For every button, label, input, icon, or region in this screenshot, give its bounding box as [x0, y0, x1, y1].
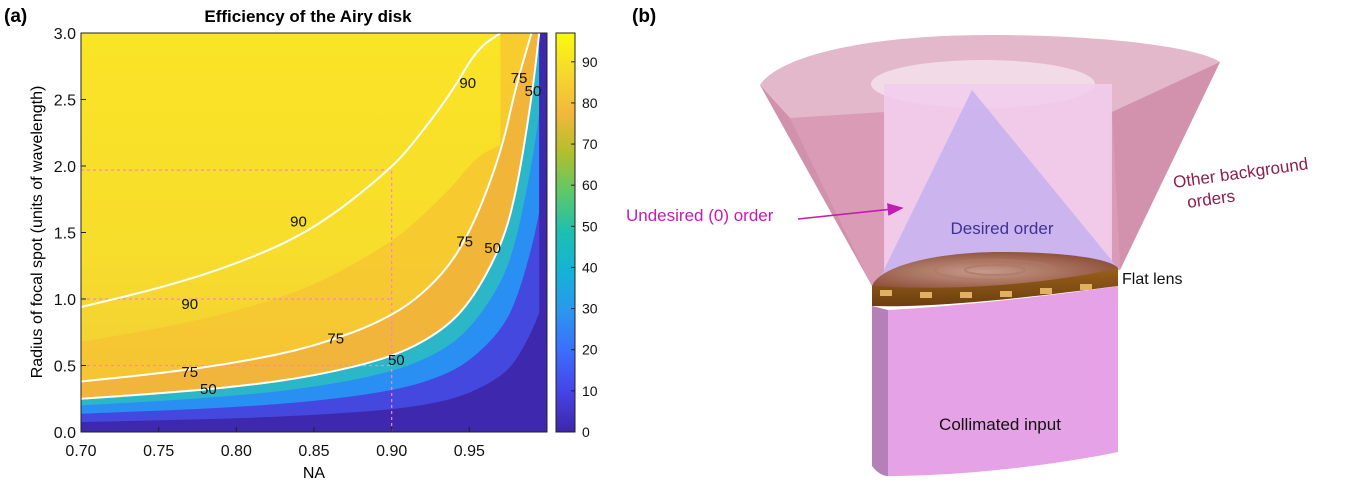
background-orders-cone-right: [1112, 62, 1220, 270]
y-axis-label: Radius of focal spot (units of wavelengt…: [29, 86, 46, 379]
x-tick-label: 0.75: [143, 443, 174, 460]
collimated-input-beam-side: [872, 306, 888, 476]
contour-line-75: [81, 33, 533, 383]
undesired-order-label: Undesired (0) order: [626, 206, 774, 225]
contour-label: 50: [484, 240, 501, 257]
contour-label: 75: [456, 233, 473, 250]
contour-label: 90: [459, 75, 476, 92]
contour-label: 90: [290, 214, 307, 231]
background-orders-label-line2: orders: [1186, 186, 1236, 212]
undesired-order-arrow: [797, 203, 904, 220]
colorbar-tick-label: 20: [582, 342, 598, 358]
heatmap-band-floor: [81, 33, 547, 432]
desired-order-label: Desired order: [951, 219, 1054, 238]
background-orders-cone-front-right: [1110, 112, 1120, 270]
heatmap-band-mid: [81, 33, 547, 432]
y-tick-label: 1.5: [54, 226, 76, 243]
flat-lens-teeth: [880, 284, 1092, 298]
x-axis-label: NA: [303, 465, 326, 480]
y-tick-label: 3.0: [54, 26, 76, 43]
contour-lines: [81, 33, 541, 400]
x-tick-label: 0.95: [454, 443, 485, 460]
panel-a-label: (a): [4, 6, 27, 27]
colorbar-tick-label: 40: [582, 259, 598, 275]
contour-label: 75: [327, 331, 344, 348]
x-axis-ticks: 0.70 0.75 0.80 0.85 0.90 0.95: [65, 427, 485, 460]
colorbar-tick-label: 10: [582, 383, 598, 399]
contour-line-50: [81, 33, 541, 400]
panel-b-label: (b): [632, 6, 656, 27]
contour-label: 90: [181, 296, 198, 313]
contour-label: 75: [181, 364, 198, 381]
colorbar-tick-label: 50: [582, 218, 598, 234]
x-tick-label: 0.80: [221, 443, 252, 460]
contour-label: 50: [525, 83, 542, 100]
panel-b: (b) Undesired (0) order: [626, 6, 1309, 476]
colorbar-ticks: 0 10 20 30 40 50 60 70 80 90: [571, 54, 598, 440]
x-tick-label: 0.70: [65, 443, 96, 460]
y-tick-label: 0.0: [54, 425, 76, 442]
x-tick-label: 0.90: [376, 443, 407, 460]
colorbar-tick-label: 60: [582, 177, 598, 193]
flat-lens-ring-inner: [964, 264, 1026, 276]
guide-lines: [81, 169, 393, 432]
contour-label: 50: [388, 352, 405, 369]
colorbar: [555, 32, 576, 433]
panel-a: (a) Efficiency of the Airy disk 90 90 90 75…: [4, 6, 598, 480]
contour-line-90: [81, 33, 501, 308]
y-tick-label: 2.5: [54, 93, 76, 110]
y-axis-ticks: 0.0 0.5 1.0 1.5 2.0 2.5 3.0: [54, 26, 86, 442]
collimated-input-beam: [888, 286, 1118, 476]
y-tick-label: 0.5: [54, 359, 76, 376]
collimated-input-label: Collimated input: [939, 415, 1061, 434]
colorbar-tick-label: 0: [582, 424, 590, 440]
desired-order-cone: [878, 90, 1118, 282]
flat-lens-label: Flat lens: [1122, 271, 1182, 288]
colorbar-tick-label: 70: [582, 136, 598, 152]
background-orders-cone-left: [760, 85, 872, 286]
contour-label: 75: [511, 70, 528, 87]
x-tick-label: 0.85: [298, 443, 329, 460]
y-tick-label: 1.0: [54, 292, 76, 309]
flat-lens-ring: [934, 259, 1056, 281]
flat-lens-top: [872, 252, 1118, 288]
contour-label: 50: [200, 381, 217, 398]
colorbar-tick-label: 90: [582, 54, 598, 70]
colorbar-tick-label: 80: [582, 95, 598, 111]
y-tick-label: 2.0: [54, 159, 76, 176]
chart-title: Efficiency of the Airy disk: [204, 7, 412, 26]
background-orders-label-line1: Other background: [1172, 154, 1309, 192]
colorbar-tick-label: 30: [582, 301, 598, 317]
background-orders-cone-front: [790, 112, 885, 286]
